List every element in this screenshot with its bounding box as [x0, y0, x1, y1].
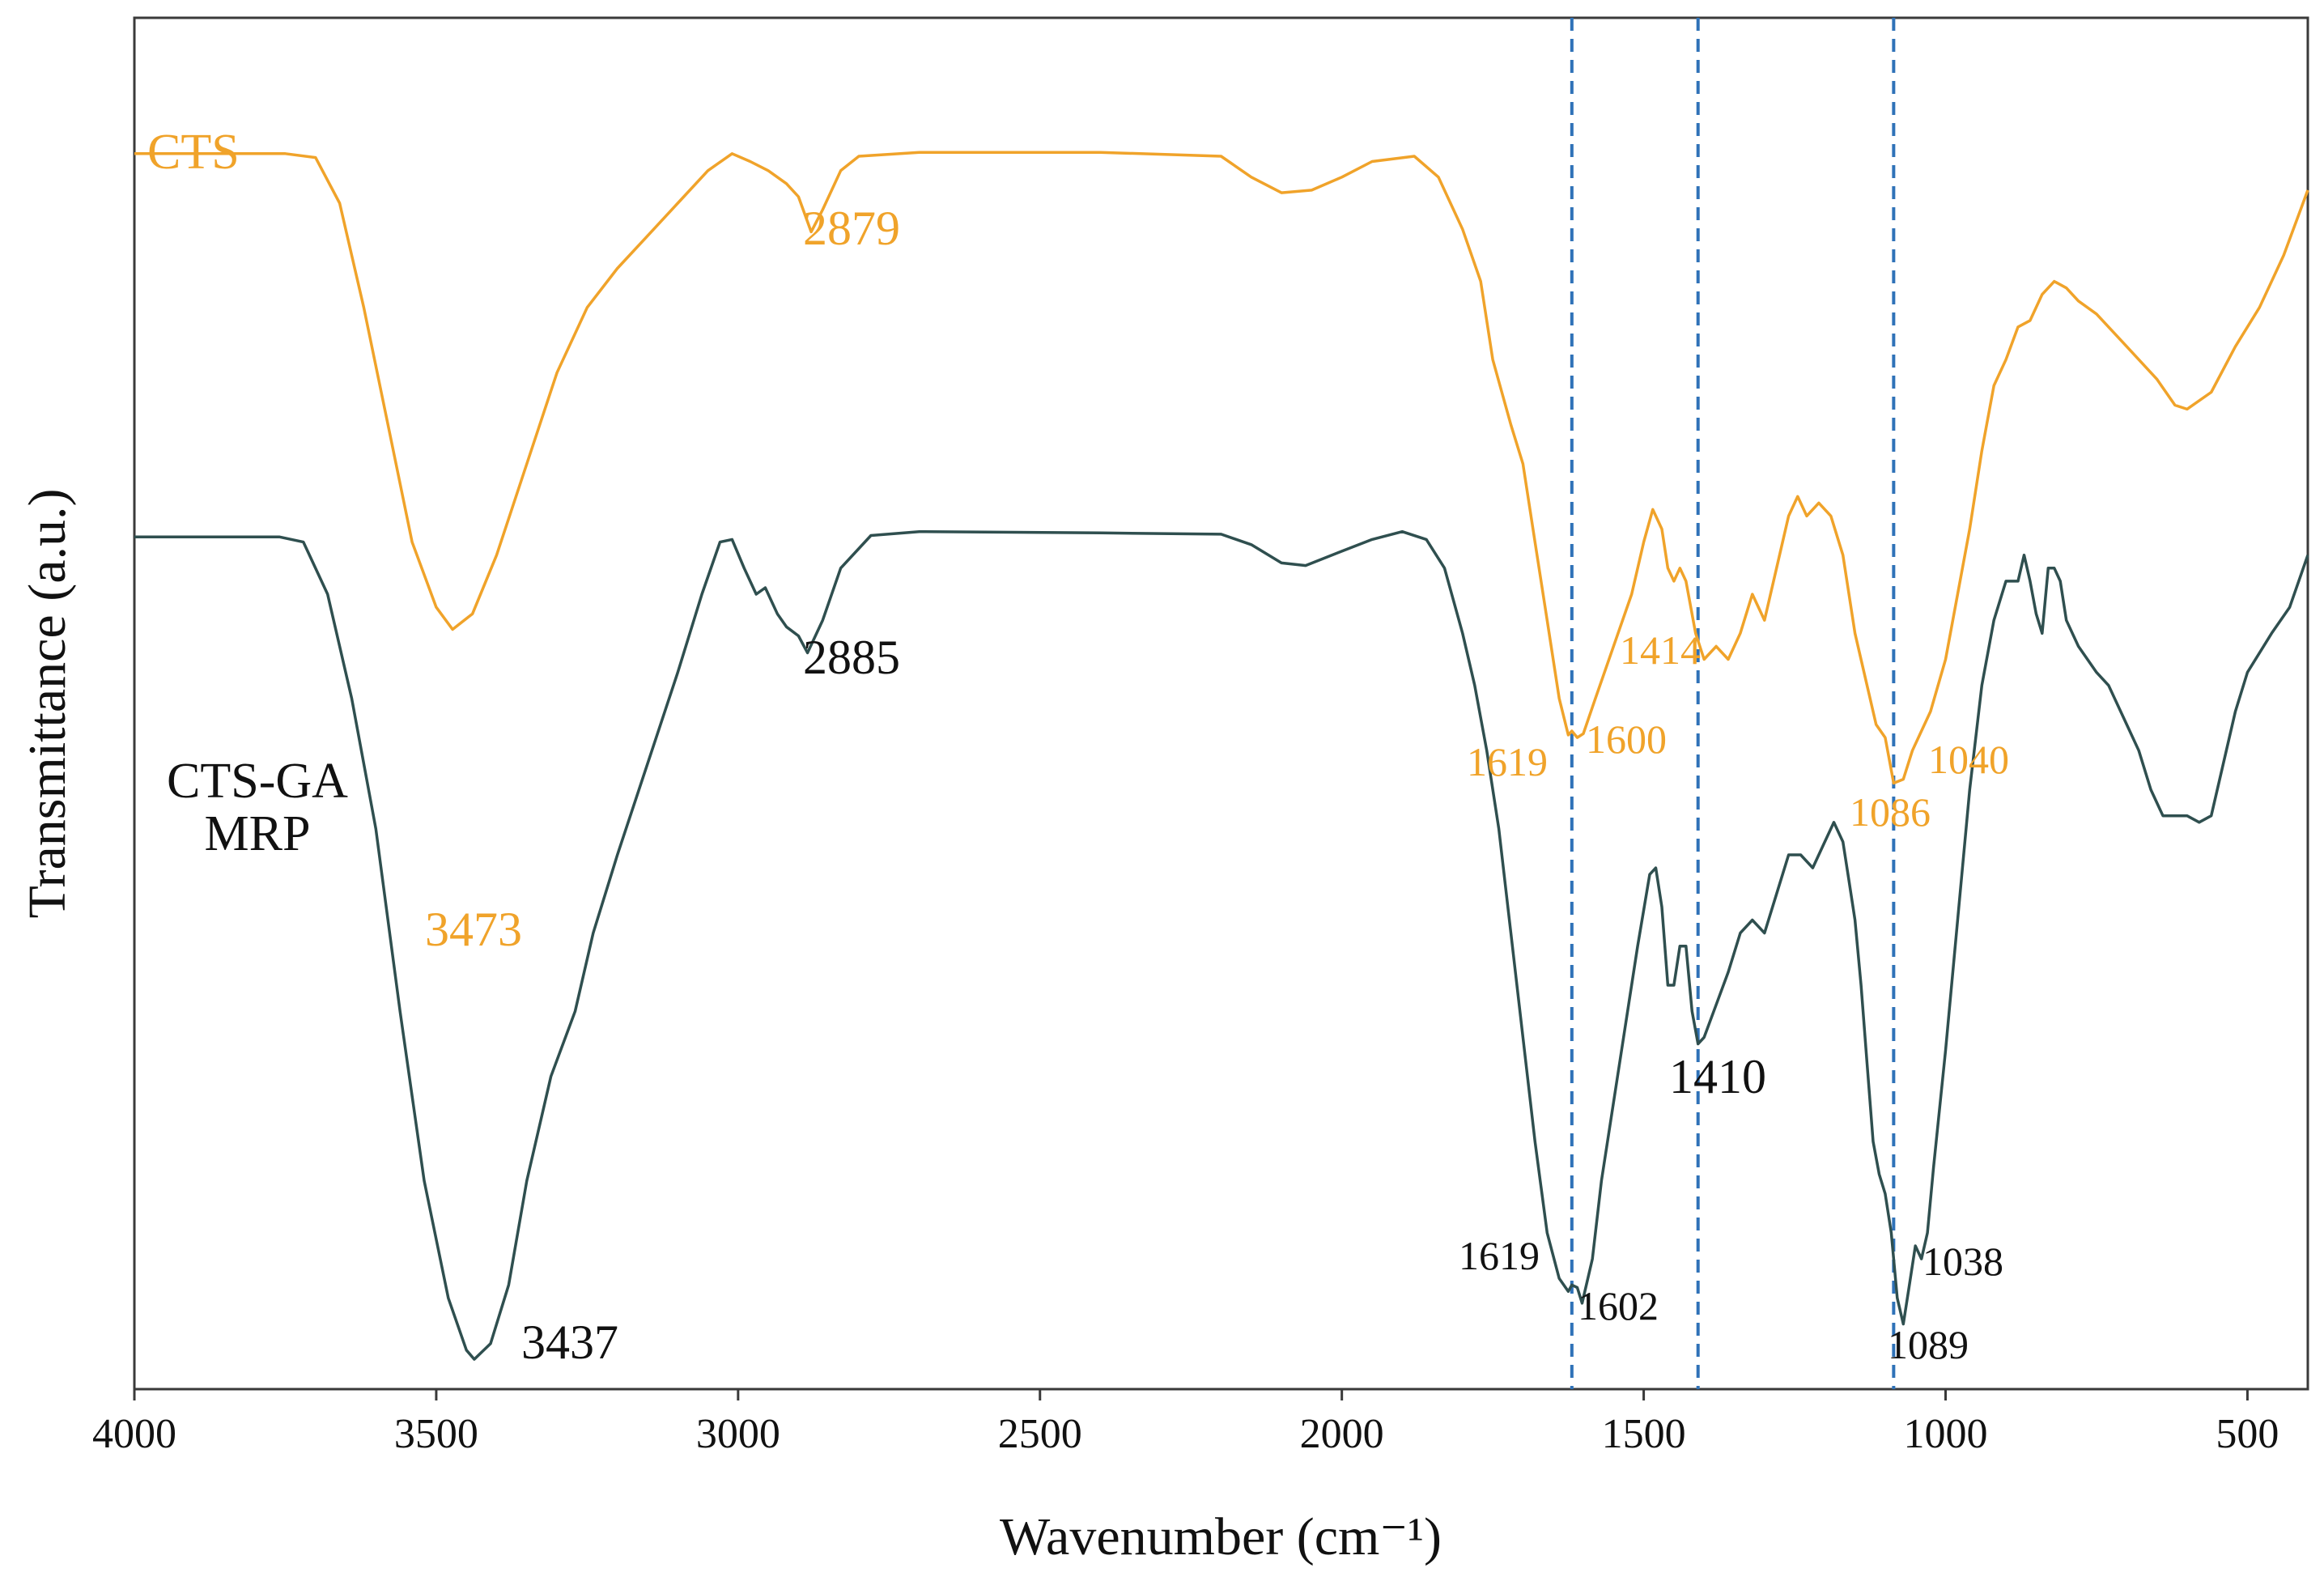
series-line-cts [134, 151, 2309, 785]
series-label-cts-ga-line2: MRP [205, 806, 311, 861]
x-tick-label-3500: 3500 [394, 1411, 478, 1457]
peak-label-ctsga-3437: 3437 [521, 1315, 618, 1369]
peak-label-cts-1600: 1600 [1586, 716, 1667, 762]
x-tick-label-4000: 4000 [92, 1411, 176, 1457]
x-tick-label-2000: 2000 [1300, 1411, 1384, 1457]
x-tick-label-1000: 1000 [1904, 1411, 1988, 1457]
y-axis-title: Transmittance (a.u.) [18, 489, 77, 919]
peak-label-cts-2879: 2879 [803, 202, 900, 255]
peak-label-ctsga-1602: 1602 [1578, 1283, 1659, 1328]
x-axis-title: Wavenumber (cm⁻¹) [1000, 1507, 1442, 1566]
x-tick-label-3000: 3000 [696, 1411, 780, 1457]
peak-label-cts-1040: 1040 [1928, 737, 2009, 782]
series-label-cts-ga-line1: CTS-GA [167, 754, 348, 809]
peak-label-cts-1619: 1619 [1467, 739, 1548, 784]
peak-label-ctsga-1410: 1410 [1669, 1050, 1766, 1103]
peak-label-cts-1086: 1086 [1850, 789, 1931, 835]
peak-label-cts-3473: 3473 [425, 903, 522, 956]
peak-label-ctsga-1038: 1038 [1923, 1239, 2003, 1284]
peak-label-ctsga-1619: 1619 [1459, 1233, 1540, 1278]
x-axis-ticks: 4000 3500 3000 2500 2000 1500 1000 500 [92, 1389, 2279, 1457]
reference-lines [1570, 18, 1896, 1389]
peak-label-ctsga-1089: 1089 [1888, 1322, 1969, 1367]
plot-frame [133, 16, 2309, 1391]
series-label-cts: CTS [147, 125, 240, 180]
series-line-cts-ga-mrp [134, 529, 2309, 1361]
peak-label-ctsga-2885: 2885 [803, 631, 900, 684]
x-tick-label-1500: 1500 [1602, 1411, 1686, 1457]
x-tick-label-500: 500 [2216, 1411, 2279, 1457]
peak-label-cts-1414: 1414 [1620, 627, 1701, 673]
x-tick-label-2500: 2500 [998, 1411, 1082, 1457]
